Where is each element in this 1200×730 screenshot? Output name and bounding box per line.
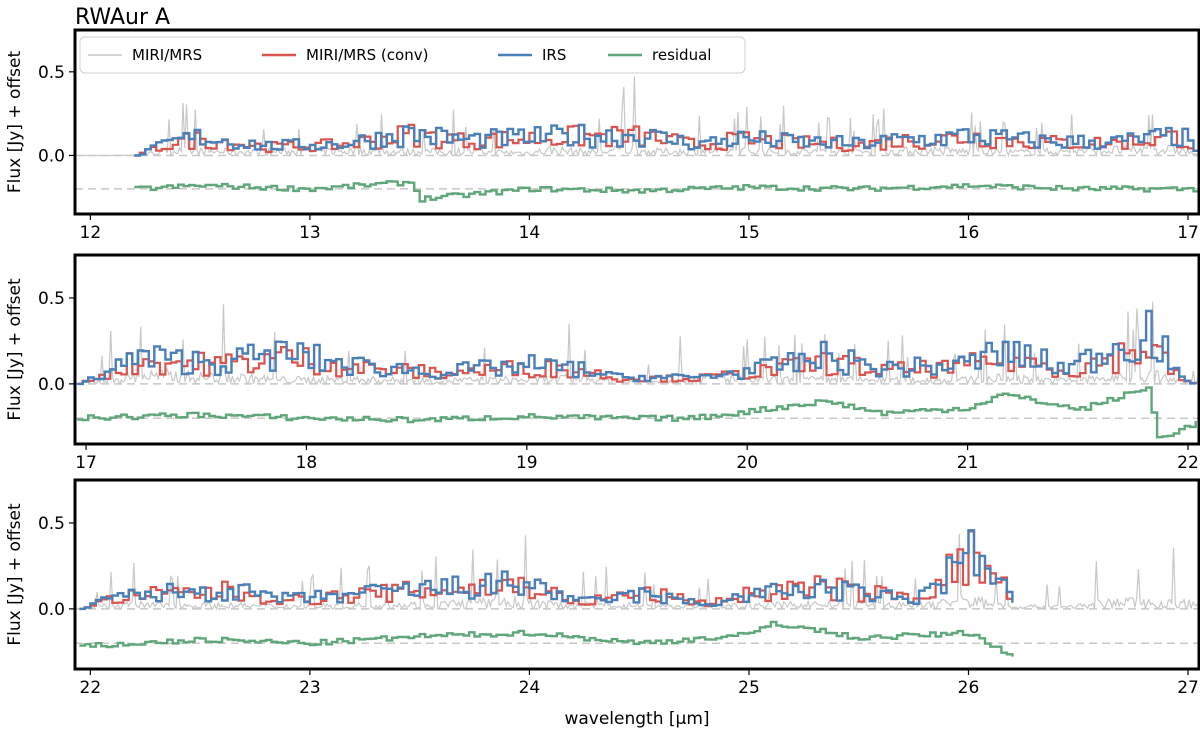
y-tick-label: 0.5	[38, 514, 65, 534]
x-axis-label: wavelength [μm]	[564, 709, 709, 729]
legend-box	[79, 36, 746, 74]
legend: MIRI/MRS MIRI/MRS (conv) IRS residual	[79, 36, 746, 74]
series-miri-mrs-line	[79, 533, 1199, 612]
series-residual-line	[134, 180, 1199, 203]
series-miri-mrs-conv-line	[77, 341, 1197, 385]
x-tick-label: 24	[519, 678, 541, 698]
x-tick-label: 12	[80, 223, 102, 243]
series-miri-mrs-conv-line	[79, 530, 1014, 610]
x-tick-label: 27	[1177, 678, 1199, 698]
series-miri-mrs-line	[79, 76, 1199, 158]
series-residual-line	[79, 620, 1014, 657]
x-tick-label: 22	[1177, 453, 1199, 473]
y-axis-label: Flux [Jy] + offset	[5, 51, 25, 194]
x-tick-label: 18	[296, 453, 318, 473]
y-tick-label: 0.0	[38, 600, 65, 620]
x-tick-label: 13	[299, 223, 321, 243]
panel-frame	[73, 478, 1200, 671]
x-tick-label: 26	[958, 678, 980, 698]
x-tick-label: 21	[957, 453, 979, 473]
x-tick-label: 17	[75, 453, 97, 473]
panel-2: 17 18 19 20 21 22 0.0 0.5 Flux [Jy] + offset	[5, 253, 1200, 473]
y-tick-label: 0.0	[38, 146, 65, 166]
x-tick-label: 16	[958, 223, 980, 243]
x-tick-label: 15	[738, 223, 760, 243]
legend-label: residual	[652, 46, 711, 64]
panel-3: 22 23 24 25 26 27 0.0 0.5 Flux [Jy] + offset	[5, 478, 1200, 698]
y-tick-label: 0.0	[38, 375, 65, 395]
series-residual-line	[77, 386, 1197, 439]
panel-frame	[73, 28, 1200, 216]
x-tick-label: 14	[519, 223, 541, 243]
y-axis-label: Flux [Jy] + offset	[5, 278, 25, 421]
y-axis-label: Flux [Jy] + offset	[5, 503, 25, 646]
series-irs-line	[77, 309, 1197, 386]
legend-label: MIRI/MRS	[132, 46, 202, 64]
y-tick-label: 0.5	[38, 289, 65, 309]
series-irs-line	[134, 123, 1199, 157]
x-tick-label: 17	[1177, 223, 1199, 243]
x-tick-label: 23	[299, 678, 321, 698]
legend-label: IRS	[542, 46, 566, 64]
x-tick-label: 25	[738, 678, 760, 698]
panel-frame	[73, 253, 1200, 446]
figure-title: RWAur A	[75, 5, 170, 30]
legend-label: MIRI/MRS (conv)	[306, 46, 428, 64]
series-irs-line	[79, 529, 1014, 611]
panel-1: 12 13 14 15 16 17 0.0 0.5 Flux [Jy] + offset	[5, 28, 1200, 243]
y-tick-label: 0.5	[38, 63, 65, 83]
x-tick-label: 20	[736, 453, 758, 473]
x-tick-label: 19	[516, 453, 538, 473]
series-miri-mrs-line	[77, 301, 1199, 386]
x-tick-label: 22	[80, 678, 102, 698]
